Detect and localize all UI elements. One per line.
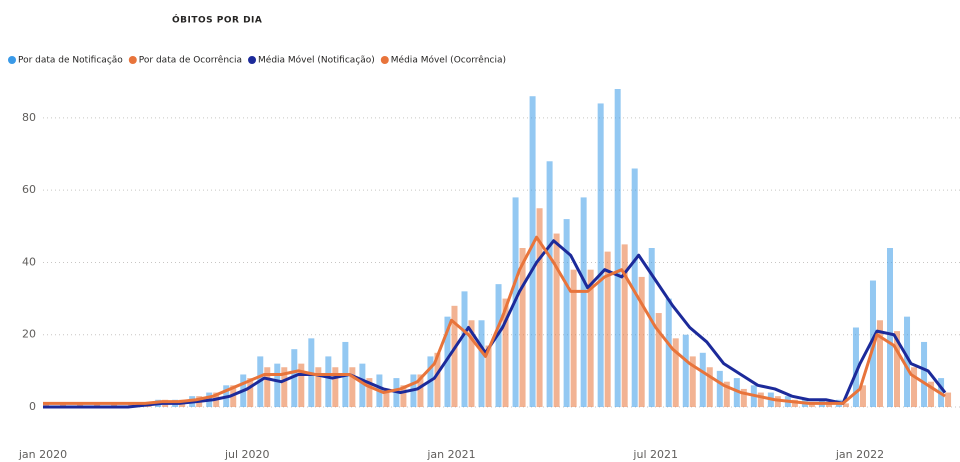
bar xyxy=(332,367,339,407)
bar xyxy=(638,276,645,407)
bar xyxy=(648,248,655,407)
bar xyxy=(111,403,118,407)
bar xyxy=(825,403,832,407)
x-tick-label: jul 2021 xyxy=(632,448,678,461)
bar xyxy=(400,385,407,407)
legend-marker xyxy=(128,56,137,64)
bar xyxy=(383,388,390,407)
bar xyxy=(682,334,689,407)
bar xyxy=(417,374,424,407)
bar xyxy=(723,381,730,407)
y-tick-label: 80 xyxy=(22,111,36,124)
bar xyxy=(291,349,298,407)
legend-label: Por data de Notificação xyxy=(18,56,123,66)
bar xyxy=(614,89,621,407)
x-tick-label: jan 2020 xyxy=(18,448,67,461)
bar xyxy=(904,316,911,407)
bar xyxy=(495,284,502,407)
y-tick-label: 40 xyxy=(22,255,36,268)
bar xyxy=(444,316,451,407)
y-tick-label: 60 xyxy=(22,183,36,196)
bar xyxy=(519,248,526,407)
bar xyxy=(315,367,322,407)
bar xyxy=(665,298,672,407)
bar xyxy=(580,197,587,407)
bar xyxy=(247,378,254,407)
bar xyxy=(604,251,611,407)
bar xyxy=(77,403,84,407)
bar xyxy=(349,367,356,407)
bar xyxy=(536,208,543,407)
bar xyxy=(461,291,468,407)
bar xyxy=(502,298,509,407)
legend-label: Por data de Ocorrência xyxy=(139,55,242,66)
y-tick-label: 20 xyxy=(22,328,36,341)
bar xyxy=(359,363,366,407)
y-tick-label: 0 xyxy=(29,400,36,413)
bar xyxy=(587,269,594,407)
bar xyxy=(281,367,288,407)
x-tick-label: jul 2020 xyxy=(224,448,270,461)
bar xyxy=(672,338,679,407)
x-tick-label: jan 2021 xyxy=(426,448,475,461)
bar xyxy=(859,385,866,407)
bar xyxy=(887,248,893,407)
bar xyxy=(716,370,723,407)
bar xyxy=(274,363,281,407)
bar xyxy=(689,356,696,407)
line xyxy=(43,239,947,409)
bar xyxy=(478,320,485,407)
bar xyxy=(485,345,492,407)
bar xyxy=(43,403,49,407)
bar xyxy=(733,378,740,407)
bar xyxy=(842,403,849,407)
bar xyxy=(911,367,918,407)
bar xyxy=(325,356,332,407)
bar xyxy=(546,161,553,407)
bar xyxy=(894,331,900,407)
legend-marker xyxy=(380,56,389,64)
bar xyxy=(876,320,883,407)
line xyxy=(43,235,946,405)
bar xyxy=(570,269,577,407)
bar xyxy=(468,320,475,407)
bar xyxy=(366,378,373,407)
x-tick-label: jan 2022 xyxy=(835,448,884,461)
bar xyxy=(563,219,570,407)
legend-marker xyxy=(248,56,257,64)
bar xyxy=(655,313,662,407)
bar xyxy=(921,341,928,407)
bar xyxy=(434,352,441,407)
bar xyxy=(94,403,101,407)
legend-marker xyxy=(8,56,16,64)
bar xyxy=(451,305,458,407)
bar xyxy=(597,103,604,408)
chart-title: ÓBITOS POR DIA xyxy=(172,14,262,26)
bar xyxy=(621,244,628,407)
bar xyxy=(757,392,764,407)
bar xyxy=(298,363,305,407)
legend-label: Média Móvel (Ocorrência) xyxy=(391,55,506,66)
bar xyxy=(553,233,560,407)
bar xyxy=(699,352,706,407)
bar xyxy=(808,403,815,407)
bar xyxy=(529,96,536,408)
legend: Por data de Notificação Por data de Ocorr… xyxy=(8,55,506,66)
bar xyxy=(928,381,935,407)
legend-label: Média Móvel (Notificação) xyxy=(258,55,375,66)
bar xyxy=(740,388,747,407)
bar xyxy=(852,327,859,407)
bar xyxy=(60,403,67,407)
bar xyxy=(264,367,271,407)
bar xyxy=(706,367,713,407)
bar xyxy=(945,392,952,407)
bar xyxy=(631,168,638,407)
